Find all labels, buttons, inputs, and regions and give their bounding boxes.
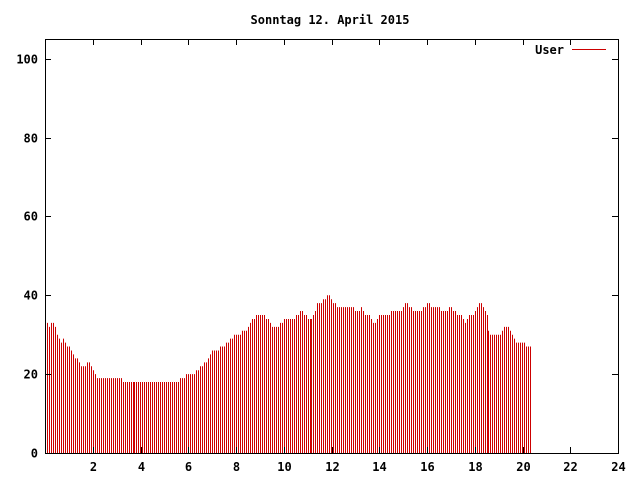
y-tick-label: 20	[24, 368, 38, 382]
y-tick-label: 0	[31, 447, 38, 461]
x-axis-ticks: 2 4 6 8 10 12 14 16 18 20 22 24	[90, 39, 626, 474]
x-tick-label: 2	[90, 460, 97, 474]
legend-label-user: User	[535, 43, 564, 57]
x-tick-label: 4	[138, 460, 145, 474]
plot-frame	[45, 39, 619, 454]
y-tick-label: 60	[24, 210, 38, 224]
x-tick-label: 12	[325, 460, 339, 474]
x-tick-label: 20	[516, 460, 530, 474]
x-tick-label: 10	[277, 460, 291, 474]
x-tick-label: 8	[233, 460, 240, 474]
y-tick-label: 80	[24, 132, 38, 146]
y-tick-label: 100	[16, 53, 38, 67]
x-tick-label: 6	[185, 460, 192, 474]
x-tick-label: 14	[372, 460, 386, 474]
x-tick-label: 16	[420, 460, 434, 474]
series-user-bars	[45, 295, 531, 453]
y-tick-label: 40	[24, 289, 38, 303]
legend: User	[535, 43, 606, 57]
x-tick-label: 18	[468, 460, 482, 474]
y-axis-ticks: 0 20 40 60 80 100	[16, 53, 618, 461]
x-tick-label: 22	[563, 460, 577, 474]
chart-title: Sonntag 12. April 2015	[251, 13, 410, 27]
x-tick-label: 24	[611, 460, 625, 474]
